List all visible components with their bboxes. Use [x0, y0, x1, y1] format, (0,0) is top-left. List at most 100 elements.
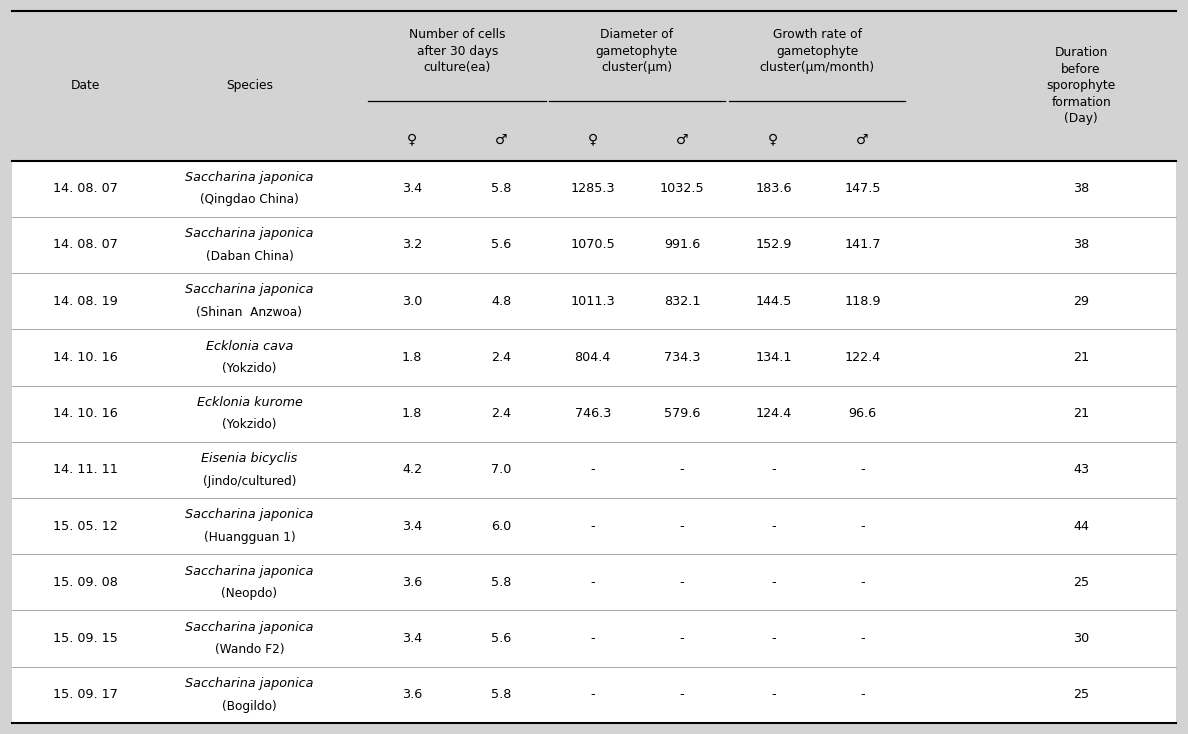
Text: ♀: ♀	[588, 133, 598, 147]
Text: 14. 10. 16: 14. 10. 16	[53, 351, 118, 364]
Text: (Jindo/cultured): (Jindo/cultured)	[203, 475, 296, 487]
Text: Ecklonia cava: Ecklonia cava	[206, 340, 293, 352]
Text: 5.6: 5.6	[491, 239, 512, 252]
Text: 96.6: 96.6	[848, 407, 877, 420]
Text: -: -	[680, 576, 684, 589]
Text: -: -	[590, 520, 595, 533]
Text: 1070.5: 1070.5	[570, 239, 615, 252]
Text: 1.8: 1.8	[402, 407, 423, 420]
Text: 4.8: 4.8	[491, 294, 512, 308]
Text: -: -	[680, 520, 684, 533]
Text: (Bogildo): (Bogildo)	[222, 700, 277, 713]
Text: Saccharina japonica: Saccharina japonica	[185, 283, 314, 297]
Text: -: -	[680, 688, 684, 702]
Text: ♀: ♀	[769, 133, 778, 147]
Text: 30: 30	[1073, 632, 1089, 645]
Text: -: -	[590, 632, 595, 645]
Text: 183.6: 183.6	[756, 182, 791, 195]
Text: 15. 09. 15: 15. 09. 15	[53, 632, 118, 645]
Text: 6.0: 6.0	[491, 520, 512, 533]
Text: 7.0: 7.0	[491, 463, 512, 476]
Text: 44: 44	[1073, 520, 1089, 533]
Text: Saccharina japonica: Saccharina japonica	[185, 227, 314, 240]
Text: 4.2: 4.2	[403, 463, 422, 476]
Text: -: -	[771, 632, 776, 645]
Text: (Yokzido): (Yokzido)	[222, 418, 277, 432]
Text: Date: Date	[71, 79, 100, 92]
Bar	[12, 161, 1176, 723]
Text: -: -	[860, 520, 865, 533]
Text: 43: 43	[1073, 463, 1089, 476]
Text: Duration
before
sporophyte
formation
(Day): Duration before sporophyte formation (Da…	[1047, 46, 1116, 126]
Text: -: -	[771, 576, 776, 589]
Text: -: -	[771, 688, 776, 702]
Text: ♂: ♂	[495, 133, 507, 147]
Text: -: -	[680, 463, 684, 476]
Text: 25: 25	[1073, 576, 1089, 589]
Text: Growth rate of
gametophyte
cluster(μm/month): Growth rate of gametophyte cluster(μm/mo…	[760, 29, 874, 74]
Text: 29: 29	[1073, 294, 1089, 308]
Text: 579.6: 579.6	[664, 407, 700, 420]
Text: -: -	[860, 576, 865, 589]
Text: 124.4: 124.4	[756, 407, 791, 420]
Text: ♂: ♂	[857, 133, 868, 147]
Text: -: -	[771, 520, 776, 533]
Text: 14. 08. 07: 14. 08. 07	[53, 182, 118, 195]
Text: Saccharina japonica: Saccharina japonica	[185, 677, 314, 690]
Text: Ecklonia kurome: Ecklonia kurome	[196, 396, 303, 409]
Text: 5.8: 5.8	[491, 576, 512, 589]
Text: -: -	[590, 688, 595, 702]
Text: 832.1: 832.1	[664, 294, 700, 308]
Text: 5.8: 5.8	[491, 182, 512, 195]
Text: 15. 09. 08: 15. 09. 08	[53, 576, 118, 589]
Text: 3.0: 3.0	[402, 294, 423, 308]
Text: 3.4: 3.4	[402, 182, 423, 195]
Text: 21: 21	[1073, 407, 1089, 420]
Text: 804.4: 804.4	[575, 351, 611, 364]
Text: 118.9: 118.9	[845, 294, 880, 308]
Text: 3.6: 3.6	[402, 576, 423, 589]
Text: 122.4: 122.4	[845, 351, 880, 364]
Text: -: -	[860, 688, 865, 702]
Text: 991.6: 991.6	[664, 239, 700, 252]
Text: 25: 25	[1073, 688, 1089, 702]
Text: (Wando F2): (Wando F2)	[215, 644, 284, 656]
Text: 3.4: 3.4	[402, 632, 423, 645]
Text: -: -	[590, 463, 595, 476]
Text: 14. 10. 16: 14. 10. 16	[53, 407, 118, 420]
Text: 3.2: 3.2	[402, 239, 423, 252]
Text: -: -	[680, 632, 684, 645]
Text: -: -	[590, 576, 595, 589]
Text: 144.5: 144.5	[756, 294, 791, 308]
Text: 147.5: 147.5	[845, 182, 880, 195]
Text: 2.4: 2.4	[492, 407, 511, 420]
Text: -: -	[860, 463, 865, 476]
Text: 5.8: 5.8	[491, 688, 512, 702]
Text: (Huangguan 1): (Huangguan 1)	[203, 531, 296, 544]
Text: Diameter of
gametophyte
cluster(μm): Diameter of gametophyte cluster(μm)	[595, 29, 678, 74]
Text: 746.3: 746.3	[575, 407, 611, 420]
Text: Species: Species	[226, 79, 273, 92]
Text: Saccharina japonica: Saccharina japonica	[185, 171, 314, 184]
Text: 14. 08. 07: 14. 08. 07	[53, 239, 118, 252]
Bar	[12, 11, 1176, 161]
Text: 2.4: 2.4	[492, 351, 511, 364]
Text: 1.8: 1.8	[402, 351, 423, 364]
Text: 14. 08. 19: 14. 08. 19	[53, 294, 118, 308]
Text: (Neopdo): (Neopdo)	[221, 587, 278, 600]
Text: 3.4: 3.4	[402, 520, 423, 533]
Text: 3.6: 3.6	[402, 688, 423, 702]
Text: (Qingdao China): (Qingdao China)	[200, 193, 299, 206]
Text: 15. 09. 17: 15. 09. 17	[53, 688, 118, 702]
Text: 734.3: 734.3	[664, 351, 700, 364]
Text: -: -	[771, 463, 776, 476]
Text: 38: 38	[1073, 239, 1089, 252]
Text: 38: 38	[1073, 182, 1089, 195]
Text: 21: 21	[1073, 351, 1089, 364]
Text: (Yokzido): (Yokzido)	[222, 362, 277, 375]
Text: 1285.3: 1285.3	[570, 182, 615, 195]
Text: Saccharina japonica: Saccharina japonica	[185, 621, 314, 634]
Text: 5.6: 5.6	[491, 632, 512, 645]
Text: Saccharina japonica: Saccharina japonica	[185, 564, 314, 578]
Text: (Daban China): (Daban China)	[206, 250, 293, 263]
